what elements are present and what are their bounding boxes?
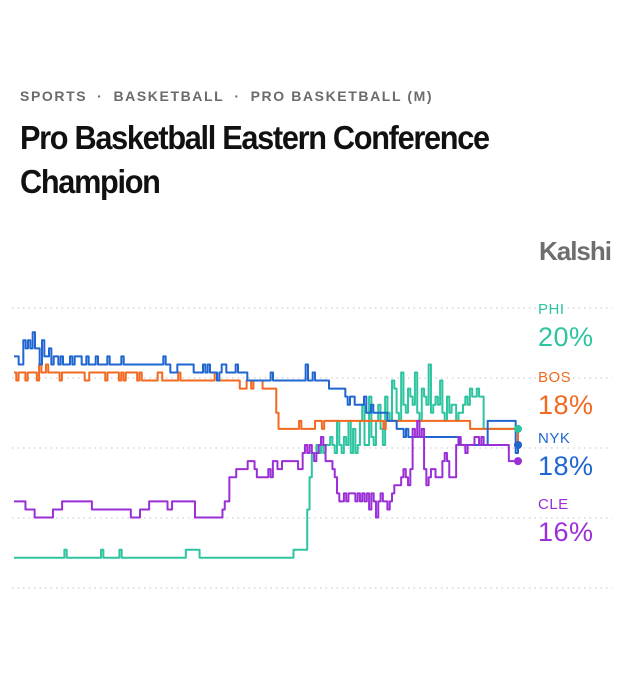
probability-line-chart	[12, 307, 612, 589]
series-line-cle	[14, 419, 518, 519]
end-point-cle	[514, 457, 522, 466]
breadcrumb-pro-basketball[interactable]: PRO BASKETBALL (M)	[250, 88, 434, 104]
legend-value-phi: 20%	[538, 322, 594, 352]
page-title: Pro Basketball Eastern Conference Champi…	[20, 119, 490, 200]
series-lines	[14, 331, 519, 559]
breadcrumb: SPORTS · BASKETBALL · PRO BASKETBALL (M)	[20, 88, 433, 104]
end-point-phi	[514, 424, 522, 433]
legend-name-bos: BOS	[538, 369, 572, 386]
legend-value-cle: 16%	[538, 517, 594, 547]
breadcrumb-sports[interactable]: SPORTS	[20, 88, 88, 104]
end-point-nyk	[514, 441, 522, 449]
legend-name-nyk: NYK	[538, 430, 571, 447]
legend-value-nyk: 18%	[538, 451, 594, 481]
legend-name-phi: PHI	[538, 301, 565, 318]
kalshi-logo: Kalshi	[538, 236, 612, 266]
breadcrumb-separator: ·	[97, 88, 104, 104]
breadcrumb-separator: ·	[234, 88, 241, 104]
breadcrumb-basketball[interactable]: BASKETBALL	[113, 88, 225, 104]
gridlines	[12, 307, 612, 589]
end-markers	[514, 424, 522, 466]
legend-name-cle: CLE	[538, 496, 569, 513]
legend-value-bos: 18%	[538, 390, 594, 420]
